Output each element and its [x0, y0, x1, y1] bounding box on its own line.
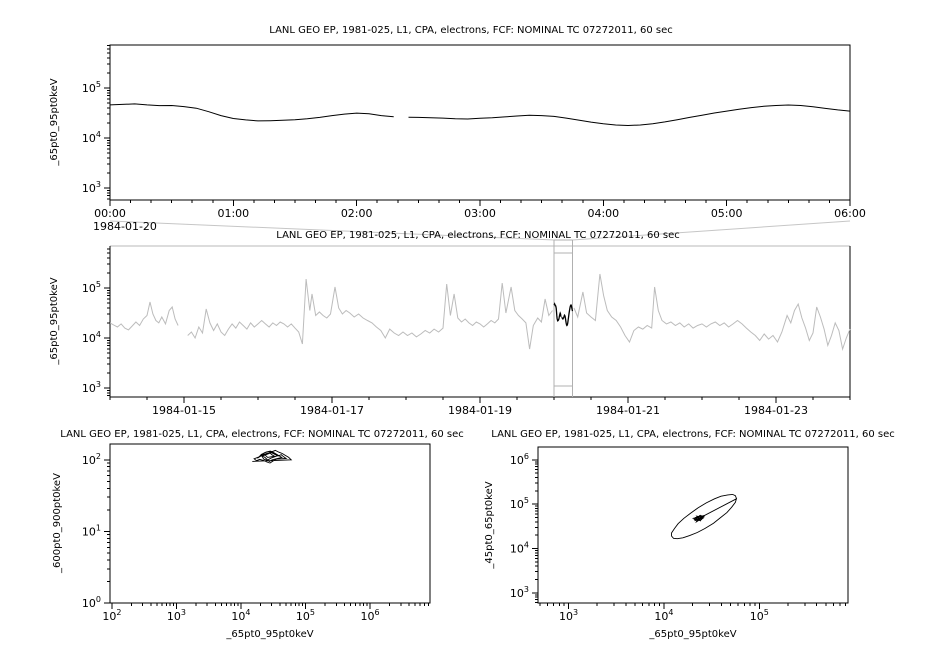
y-axis-label-detail: _65pt0_95pt0keV — [49, 78, 60, 166]
y-axis-label-scatter-left: _600pt0_900pt0keV — [52, 473, 63, 574]
x-tick-label: 1984-01-17 — [300, 404, 364, 417]
x-tick-label: 00:00 — [94, 207, 126, 220]
plot-title-scatter-left: LANL GEO EP, 1981-025, L1, CPA, electron… — [60, 429, 463, 440]
context-zoom-box[interactable] — [553, 239, 573, 397]
x-tick-label: 02:00 — [341, 207, 373, 220]
overview-connector-right — [572, 220, 851, 241]
log-tick-label: 106 — [360, 608, 379, 623]
overview-connector-left — [109, 220, 555, 241]
scatter-right-plot-area[interactable] — [538, 447, 848, 603]
log-tick-label: 104 — [510, 540, 529, 555]
scatter-right-frame — [537, 446, 849, 604]
log-tick-label: 105 — [296, 608, 315, 623]
scatter-left-frame — [109, 443, 431, 604]
x-tick-label: 03:00 — [464, 207, 496, 220]
log-tick-label: 106 — [510, 452, 529, 467]
x-tick-label: 05:00 — [711, 207, 743, 220]
log-tick-label: 104 — [231, 608, 250, 623]
x-tick-label: 1984-01-15 — [152, 404, 216, 417]
log-tick-label: 103 — [167, 608, 186, 623]
y-axis-label-scatter-right: _45pt0_65pt0keV — [484, 481, 495, 569]
plot-scatter-right: 103 104 105 106 103 104 105 — [510, 446, 849, 623]
x-axis-date-label: 1984-01-20 — [93, 220, 157, 233]
scatter-left-series — [252, 449, 293, 464]
context-series-line — [109, 273, 851, 352]
log-tick-label: 105 — [82, 280, 101, 295]
log-tick-label: 100 — [82, 595, 101, 610]
x-tick-label: 1984-01-19 — [448, 404, 512, 417]
x-tick-label: 04:00 — [587, 207, 619, 220]
log-tick-label: 104 — [82, 130, 101, 145]
detail-plot-area[interactable] — [110, 45, 850, 200]
plot-detail: 103 104 105 00:00 01:00 02:00 03:00 04:00 05:00 0… — [82, 44, 866, 220]
log-tick-label: 105 — [750, 608, 769, 623]
log-tick-label: 103 — [82, 380, 101, 395]
x-axis-label-scatter-right: _65pt0_95pt0keV — [648, 629, 736, 640]
detail-frame — [109, 44, 851, 201]
log-tick-label: 102 — [102, 608, 121, 623]
y-axis-label-context: _65pt0_95pt0keV — [49, 277, 60, 365]
plot-context: 103 104 105 1984-01-15 1984-01-17 1984-01-19 1… — [82, 220, 851, 417]
log-tick-label: 105 — [82, 80, 101, 95]
log-tick-label: 103 — [82, 180, 101, 195]
log-tick-label: 101 — [82, 523, 101, 538]
scatter-right-series — [671, 493, 738, 540]
x-tick-label: 1984-01-23 — [744, 404, 808, 417]
log-tick-label: 102 — [82, 452, 101, 467]
detail-series-line — [109, 103, 851, 127]
plot-scatter-left: 100 101 102 102 103 104 105 106 — [82, 443, 431, 623]
plot-title-detail: LANL GEO EP, 1981-025, L1, CPA, electron… — [269, 25, 672, 36]
log-tick-label: 105 — [510, 496, 529, 511]
plot-title-scatter-right: LANL GEO EP, 1981-025, L1, CPA, electron… — [491, 429, 894, 440]
plot-title-context: LANL GEO EP, 1981-025, L1, CPA, electron… — [276, 230, 679, 241]
log-tick-label: 103 — [510, 585, 529, 600]
log-tick-label: 104 — [82, 330, 101, 345]
x-tick-label: 1984-01-21 — [596, 404, 660, 417]
frame-rect — [109, 443, 431, 604]
log-tick-label: 103 — [559, 608, 578, 623]
log-tick-label: 104 — [654, 608, 673, 623]
x-tick-label: 01:00 — [217, 207, 249, 220]
x-axis-label-scatter-left: _65pt0_95pt0keV — [225, 629, 313, 640]
context-highlight-segment — [553, 302, 574, 327]
x-tick-label: 06:00 — [834, 207, 866, 220]
scatter-left-plot-area[interactable] — [110, 444, 430, 603]
